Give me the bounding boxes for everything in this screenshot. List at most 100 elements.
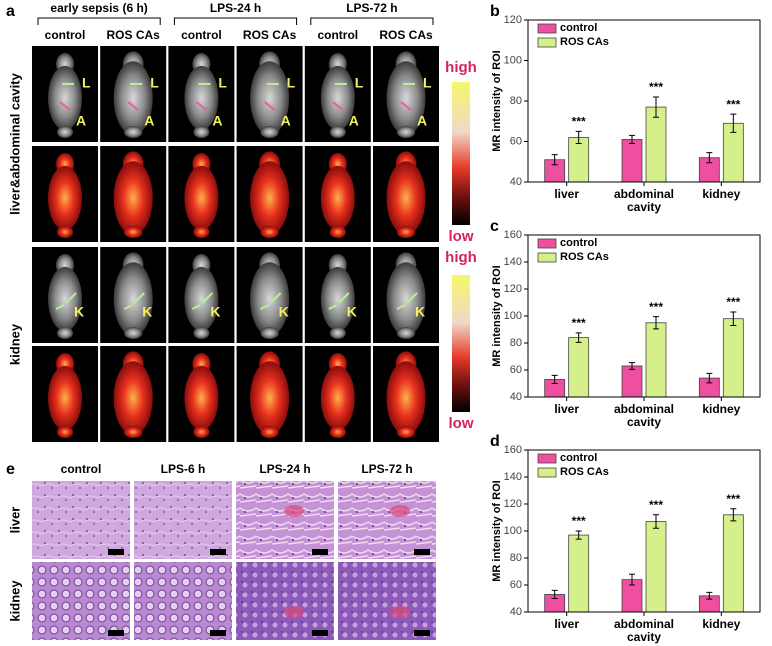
group-header: LPS-72 h — [346, 1, 397, 15]
y-tick-label: 140 — [504, 256, 522, 268]
legend-label: ROS CAs — [560, 36, 609, 48]
bar — [568, 137, 590, 183]
error-bar — [706, 372, 713, 384]
significance: *** — [572, 514, 586, 528]
arrow — [263, 101, 276, 111]
significance: *** — [649, 300, 663, 314]
mouse-body — [386, 361, 426, 435]
column-header: LPS-72 h — [361, 462, 412, 476]
row-label: kidney — [7, 580, 22, 622]
error-bar — [575, 332, 582, 343]
arrow — [191, 304, 201, 310]
error-bar — [629, 362, 635, 370]
mouse-body — [113, 161, 153, 235]
legend-swatch — [537, 252, 557, 263]
error-bar — [730, 113, 737, 133]
y-tick-label: 120 — [504, 14, 522, 26]
significance: *** — [572, 115, 586, 129]
bar — [621, 139, 643, 183]
histology-image — [134, 481, 232, 559]
organ-mark: A — [144, 113, 154, 129]
bar — [568, 337, 590, 398]
y-tick-label: 100 — [504, 54, 522, 66]
mouse-body — [320, 366, 355, 430]
column-header: LPS-6 h — [161, 462, 206, 476]
error-bar — [706, 591, 713, 600]
arrow — [269, 292, 282, 304]
mouse-body — [250, 161, 290, 235]
mouse-tail — [260, 226, 279, 238]
arrow — [201, 292, 214, 304]
x-tick-label: kidney — [702, 187, 741, 201]
legend-label: control — [560, 452, 597, 464]
legend-swatch — [537, 238, 557, 249]
organ-mark: K — [415, 304, 425, 320]
y-tick-label: 60 — [510, 364, 522, 376]
y-tick-label: 80 — [510, 337, 522, 349]
scale-bar — [210, 549, 226, 555]
error-bar — [653, 316, 659, 330]
panel-label: e — [6, 461, 15, 478]
significance: *** — [572, 316, 586, 330]
error-bar — [629, 134, 635, 145]
row-label: liver — [7, 507, 22, 534]
x-tick-label: kidney — [702, 402, 741, 416]
x-tick-label: liver — [554, 617, 579, 631]
y-tick-label: 160 — [504, 444, 522, 456]
mouse-tail — [396, 226, 416, 238]
histology-image — [32, 481, 130, 559]
histology-image — [236, 481, 334, 559]
colorbar-high: high — [445, 59, 477, 76]
mouse-tail — [396, 426, 416, 438]
mouse-tail — [57, 327, 73, 339]
group-bracket — [173, 17, 298, 25]
mouse-body — [184, 267, 219, 331]
lesion — [390, 505, 410, 517]
mouse-tail — [57, 126, 73, 138]
lesion — [390, 606, 410, 618]
arrow — [133, 292, 145, 304]
y-tick-label: 140 — [504, 471, 522, 483]
scale-bar — [414, 549, 430, 555]
organ-mark: K — [74, 304, 84, 320]
arrow — [59, 101, 71, 111]
mouse-tail — [329, 126, 346, 138]
mouse-tail — [193, 327, 210, 339]
mouse-tail — [329, 426, 346, 438]
legend-swatch — [537, 453, 557, 464]
y-tick-label: 120 — [504, 498, 522, 510]
x-tick-label: liver — [554, 187, 579, 201]
bar — [645, 521, 667, 613]
mouse-body — [320, 66, 355, 130]
significance: *** — [649, 498, 663, 512]
mouse-tail — [260, 426, 279, 438]
significance: *** — [726, 97, 740, 111]
mouse-body — [386, 161, 426, 235]
mouse-body — [250, 262, 290, 336]
mouse-body — [113, 61, 153, 135]
significance: *** — [726, 492, 740, 506]
bar — [645, 106, 667, 183]
colorbar-low: low — [449, 415, 474, 432]
legend-label: ROS CAs — [560, 251, 609, 263]
y-tick-label: 40 — [510, 391, 522, 403]
organ-mark: L — [82, 75, 91, 91]
mouse-body — [113, 361, 153, 435]
bar — [621, 365, 643, 398]
x-tick-label: abdominal cavity — [613, 617, 674, 644]
arrow — [260, 304, 270, 310]
error-bar — [730, 311, 737, 326]
mouse-tail — [193, 426, 210, 438]
mouse-body — [48, 66, 82, 130]
scale-bar — [210, 630, 226, 636]
arrow — [55, 304, 65, 310]
arrow — [406, 292, 418, 304]
mouse-body — [184, 366, 219, 430]
legend-label: control — [560, 22, 597, 34]
bar — [722, 514, 744, 613]
mouse-body — [386, 262, 426, 336]
mouse-body — [250, 61, 290, 135]
organ-mark: L — [150, 75, 159, 91]
column-header: ROS CAs — [107, 28, 161, 42]
group-bracket — [37, 17, 161, 25]
